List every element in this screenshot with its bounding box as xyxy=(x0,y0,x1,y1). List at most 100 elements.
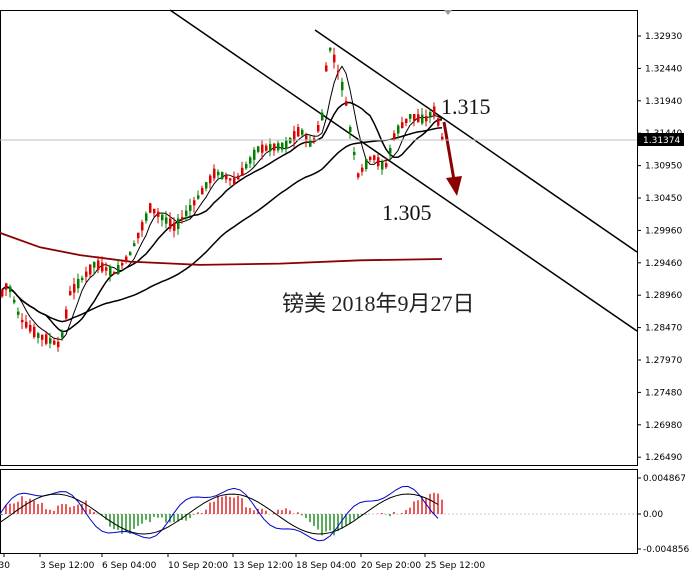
candle-body xyxy=(1,289,4,297)
oscillator xyxy=(0,485,443,542)
price-axis: 1.329301.324401.319401.314401.309501.304… xyxy=(637,32,682,463)
time-tick-label: 20 Sep 20:00 xyxy=(361,561,421,571)
candle-body xyxy=(77,278,80,289)
candle-body xyxy=(129,252,132,256)
candle-body xyxy=(417,114,420,123)
candle-body xyxy=(413,114,416,121)
candle-body xyxy=(53,340,56,345)
oscillator-panel-frame xyxy=(0,469,638,554)
candle-body xyxy=(173,222,176,231)
candle-body xyxy=(441,136,444,140)
candle-body xyxy=(317,125,320,132)
current-price-label: 1.31374 xyxy=(643,136,680,146)
shift-marker-icon xyxy=(444,10,452,15)
candle-body xyxy=(185,210,188,216)
candle-body xyxy=(293,131,296,141)
oscillator-main-line xyxy=(0,493,439,535)
candle-body xyxy=(97,260,100,270)
moving-average-long xyxy=(0,232,443,266)
candle-body xyxy=(265,145,268,151)
candle-body xyxy=(277,143,280,151)
candle-body xyxy=(337,70,340,73)
oscillator-tick-label: 0.00 xyxy=(643,510,663,520)
candle-body xyxy=(409,114,412,119)
candle-body xyxy=(269,144,272,152)
candle-body xyxy=(125,256,128,262)
price-tick-label: 1.27480 xyxy=(645,388,682,398)
price-tick-label: 1.26980 xyxy=(645,421,682,431)
candle-body xyxy=(257,146,260,152)
candle-body xyxy=(349,126,352,133)
price-tick-label: 1.28960 xyxy=(645,291,682,301)
candle-body xyxy=(433,106,436,116)
candle-body xyxy=(273,143,276,151)
candle-body xyxy=(9,286,12,292)
candle-body xyxy=(149,203,152,213)
price-tick-label: 1.32930 xyxy=(645,32,682,42)
down-arrow-head xyxy=(446,176,462,196)
candle-body xyxy=(205,182,208,189)
oscillator-tick-label: 0.004867 xyxy=(643,474,686,484)
time-tick-label: 3 Sep 12:00 xyxy=(40,561,95,571)
price-tick-label: 1.31940 xyxy=(645,97,682,107)
candle-body xyxy=(353,151,356,156)
candle-body xyxy=(401,122,404,129)
candle-body xyxy=(437,118,440,126)
price-tick-label: 1.30950 xyxy=(645,162,682,172)
candle-body xyxy=(329,47,332,51)
moving-average-medium xyxy=(1,101,443,333)
candle-body xyxy=(193,200,196,206)
current-price-box xyxy=(638,133,684,146)
candle-body xyxy=(41,334,44,340)
candle-body xyxy=(377,157,380,167)
price-tick-label: 1.30450 xyxy=(645,194,682,204)
candle-body xyxy=(69,291,72,296)
candle-body xyxy=(81,277,84,280)
candle-body xyxy=(285,140,288,149)
candle-body xyxy=(361,167,364,172)
candle-body xyxy=(301,129,304,135)
candle-body xyxy=(429,112,432,118)
candle-body xyxy=(153,208,156,214)
candle-body xyxy=(65,309,68,319)
candle-body xyxy=(105,267,108,271)
moving-average-slow xyxy=(1,126,443,323)
candle-body xyxy=(141,222,144,231)
candle-body xyxy=(217,171,220,176)
candle-body xyxy=(373,155,376,161)
candle-body xyxy=(33,326,36,338)
candle-body xyxy=(245,164,248,169)
candle-body xyxy=(305,135,308,141)
candle-body xyxy=(157,211,160,217)
oscillator-axis: 0.004867 0.00 -0.004856 xyxy=(637,474,689,555)
candle-body xyxy=(145,213,148,221)
candle-body xyxy=(121,263,124,266)
candle-body xyxy=(61,332,64,338)
channel-upper-line xyxy=(314,29,638,253)
candle-body xyxy=(405,118,408,123)
candle-body xyxy=(177,218,180,229)
down-arrow xyxy=(442,121,462,196)
candle-body xyxy=(113,271,116,275)
time-tick-label: 18 Sep 04:00 xyxy=(296,561,356,571)
candle-body xyxy=(221,172,224,179)
candle-body xyxy=(297,127,300,137)
annotation-resistance: 1.315 xyxy=(441,94,491,119)
candle-body xyxy=(229,178,232,181)
candle-body xyxy=(57,341,60,348)
candle-body xyxy=(209,175,212,184)
price-tick-label: 1.32440 xyxy=(645,64,682,74)
candle-body xyxy=(309,139,312,147)
candle-body xyxy=(101,262,104,272)
channel-lower-line xyxy=(169,9,638,332)
candle-body xyxy=(225,175,228,180)
price-tick-label: 1.28470 xyxy=(645,324,682,334)
candle-body xyxy=(5,283,8,290)
candle-body xyxy=(21,319,24,323)
down-arrow-shaft xyxy=(442,121,456,181)
candle-body xyxy=(389,147,392,154)
candle-body xyxy=(161,214,164,221)
candle-body xyxy=(109,266,112,276)
candle-body xyxy=(133,243,136,246)
candle-body xyxy=(421,114,424,124)
